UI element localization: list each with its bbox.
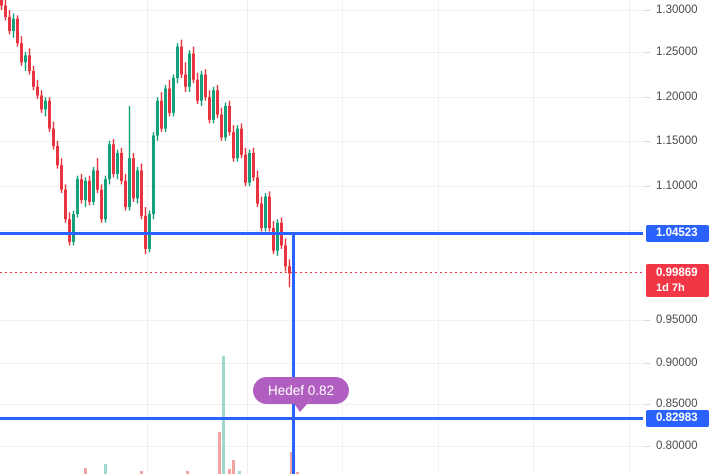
chart-canvas xyxy=(0,0,643,474)
price-tag-value: 1.04523 xyxy=(656,227,698,239)
price-tag-countdown: 1d 7h xyxy=(656,282,685,294)
axis-tick-mark xyxy=(644,52,650,53)
axis-tick-label: 0.80000 xyxy=(656,440,698,452)
axis-tick-label: 0.95000 xyxy=(656,314,698,326)
horizontal-price-lines[interactable] xyxy=(0,232,643,420)
axis-tick-mark xyxy=(644,446,650,447)
gridlines xyxy=(0,0,643,474)
axis-tick-mark xyxy=(644,404,650,405)
axis-tick-mark xyxy=(644,186,650,187)
target-price-tag[interactable]: 0.82983 xyxy=(646,410,709,427)
axis-tick-label: 1.15000 xyxy=(656,135,698,147)
candlestick-series xyxy=(0,0,291,288)
price-axis[interactable]: 1.30000 1.25000 1.20000 1.15000 1.10000 0.950… xyxy=(643,0,709,474)
axis-tick-label: 1.25000 xyxy=(656,46,698,58)
axis-tick-mark xyxy=(644,97,650,98)
hedef-callout-label: Hedef 0.82 xyxy=(268,383,335,398)
callout-tail xyxy=(293,402,309,412)
axis-tick-mark xyxy=(644,141,650,142)
axis-tick-label: 0.90000 xyxy=(656,357,698,369)
last-price-tag[interactable]: 0.99869 1d 7h xyxy=(646,264,709,297)
price-tag-value: 0.99869 xyxy=(656,267,698,279)
hedef-target-callout[interactable]: Hedef 0.82 xyxy=(253,377,350,412)
axis-tick-label: 0.85000 xyxy=(656,398,698,410)
axis-tick-label: 1.20000 xyxy=(656,91,698,103)
resistance-price-tag[interactable]: 1.04523 xyxy=(646,225,709,242)
price-tag-value: 0.82983 xyxy=(656,412,698,424)
axis-tick-label: 1.10000 xyxy=(656,180,698,192)
axis-tick-mark xyxy=(644,363,650,364)
volume-bars xyxy=(84,356,299,474)
axis-tick-mark xyxy=(644,320,650,321)
axis-tick-mark xyxy=(644,10,650,11)
axis-tick-label: 1.30000 xyxy=(656,4,698,16)
